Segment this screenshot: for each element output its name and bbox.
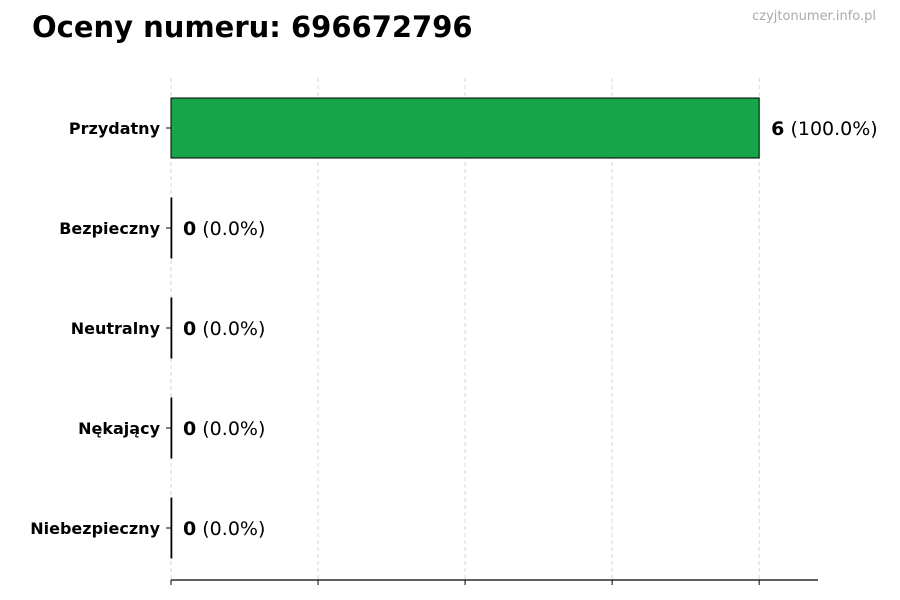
data-label: 0 (0.0%) <box>183 218 265 240</box>
data-label-count: 0 <box>183 318 196 340</box>
data-label-percent: (0.0%) <box>196 518 265 540</box>
category-label: Niebezpieczny <box>30 519 160 538</box>
watermark: czyjtonumer.info.pl <box>752 9 876 24</box>
chart-title: Oceny numeru: 696672796 <box>32 10 473 44</box>
bar-przydatny <box>170 97 760 159</box>
data-label: 0 (0.0%) <box>183 318 265 340</box>
category-label: Bezpieczny <box>59 219 160 238</box>
data-label-count: 0 <box>183 418 196 440</box>
data-label-count: 6 <box>771 118 784 140</box>
category-label: Przydatny <box>69 119 161 138</box>
bar-neutralny <box>170 297 173 359</box>
bar-bezpieczny <box>170 197 173 259</box>
data-label: 6 (100.0%) <box>771 118 878 140</box>
bar-niebezpieczny <box>170 497 173 559</box>
data-label: 0 (0.0%) <box>183 518 265 540</box>
data-label-percent: (0.0%) <box>196 218 265 240</box>
data-label-count: 0 <box>183 518 196 540</box>
data-label-count: 0 <box>183 218 196 240</box>
category-label: Nękający <box>78 419 160 438</box>
data-label-percent: (0.0%) <box>196 318 265 340</box>
bar-nękający <box>170 397 173 459</box>
data-label: 0 (0.0%) <box>183 418 265 440</box>
data-label-percent: (0.0%) <box>196 418 265 440</box>
category-label: Neutralny <box>71 319 161 338</box>
data-label-percent: (100.0%) <box>784 118 877 140</box>
